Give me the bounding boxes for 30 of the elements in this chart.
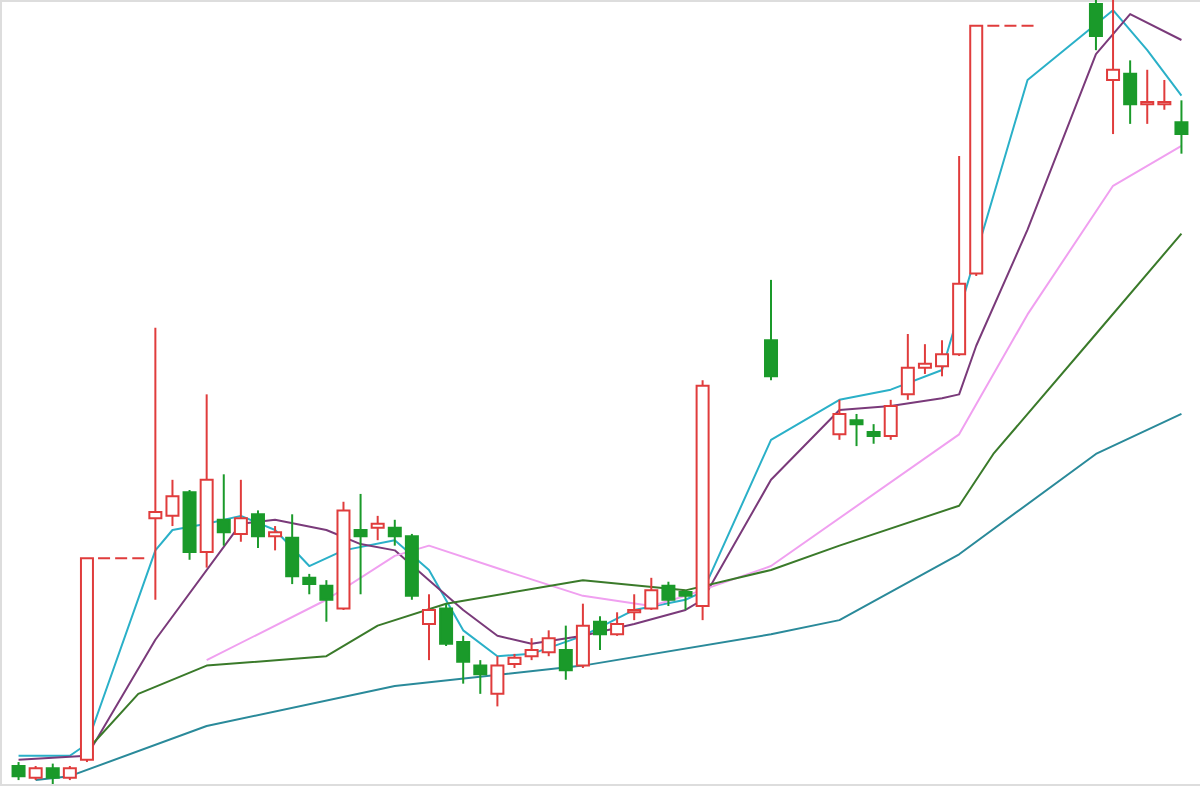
candlestick [490, 655, 505, 708]
candlestick [250, 509, 265, 550]
candlestick [45, 762, 60, 785]
candlestick [866, 423, 881, 445]
candlestick [644, 576, 659, 611]
candlestick [832, 398, 847, 441]
candlestick [1174, 99, 1189, 155]
candlestick [319, 579, 334, 623]
candlestick [661, 580, 676, 608]
candlestick [268, 525, 283, 552]
candlestick [216, 473, 231, 547]
candlestick [627, 593, 642, 622]
candlestick [473, 659, 488, 695]
candlestick [11, 761, 26, 782]
candlestick [1088, 0, 1103, 52]
candlestick [421, 593, 436, 662]
candlestick [575, 602, 590, 669]
candlestick [1123, 59, 1138, 125]
candlestick [353, 492, 368, 596]
candlestick [233, 478, 248, 543]
candlestick [849, 412, 864, 448]
candlestick [610, 611, 625, 637]
candlestick [678, 589, 693, 611]
candlestick [558, 624, 573, 681]
candlestick [883, 398, 898, 441]
candlestick [593, 615, 607, 651]
candlestick [285, 513, 300, 586]
candlestick [370, 514, 385, 542]
candlestick [764, 278, 779, 382]
candlestick [302, 572, 317, 596]
